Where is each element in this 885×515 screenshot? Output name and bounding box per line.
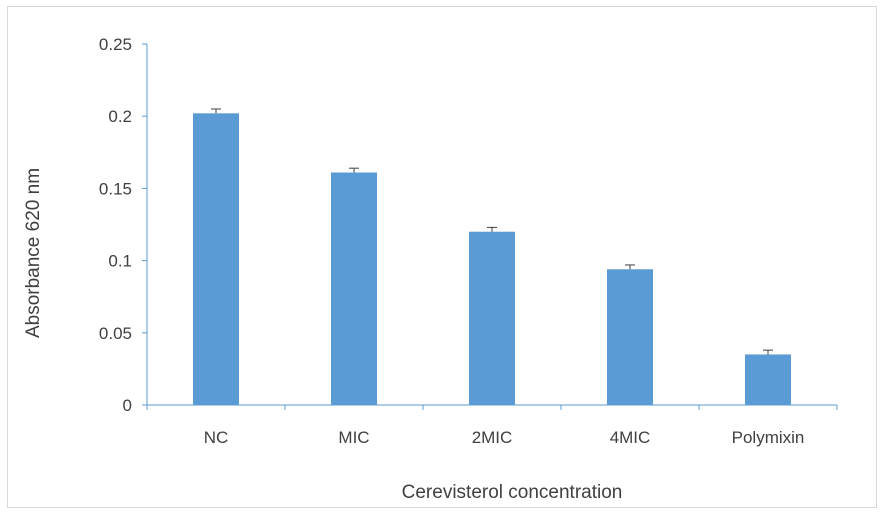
x-axis: NC MIC 2MIC 4MIC Polymixin (146, 404, 838, 447)
y-tick-label: 0.05 (99, 324, 132, 343)
y-tick-label: 0 (123, 396, 132, 415)
bar-2mic (469, 231, 515, 405)
x-tick-label: NC (204, 428, 229, 447)
x-tick-label: MIC (338, 428, 369, 447)
bar-nc (193, 113, 239, 405)
y-axis: 0 0.05 0.1 0.15 0.2 0.25 (99, 35, 148, 415)
y-tick-label: 0.1 (108, 252, 132, 271)
x-axis-label: Cerevisterol concentration (402, 482, 623, 503)
y-tick-label: 0.15 (99, 179, 132, 198)
bar-4mic (607, 269, 653, 405)
x-tick-label: Polymixin (732, 428, 805, 447)
x-tick-label: 4MIC (610, 428, 651, 447)
x-tick-label: 2MIC (472, 428, 513, 447)
y-axis-label: Absorbance 620 nm (23, 168, 44, 338)
bar-polymixin (745, 354, 791, 405)
bars (193, 113, 791, 405)
y-tick-label: 0.25 (99, 35, 132, 54)
bar-mic (331, 172, 377, 405)
chart-frame (7, 6, 877, 508)
y-tick-label: 0.2 (108, 107, 132, 126)
error-bars (211, 108, 773, 355)
